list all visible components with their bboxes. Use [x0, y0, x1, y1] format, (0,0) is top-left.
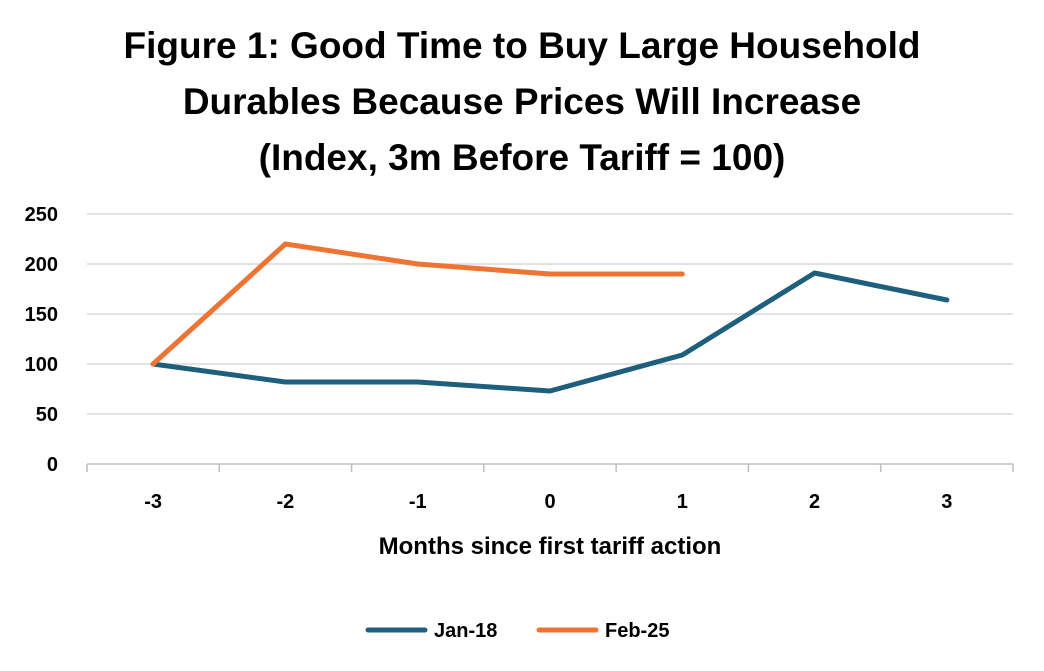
x-tick-label: -1 [409, 491, 427, 513]
x-tick-label: -2 [277, 491, 295, 513]
x-axis-label: Months since first tariff action [379, 533, 722, 560]
gridlines [87, 213, 1013, 415]
legend: Jan-18 Feb-25 [365, 620, 669, 642]
legend-label-jan-18: Jan-18 [434, 620, 497, 642]
x-tick-label: 1 [677, 491, 688, 513]
series-line-feb-25 [150, 241, 685, 367]
x-tick-label: 0 [544, 491, 555, 513]
y-tick-label: 250 [25, 204, 58, 226]
series-lines [150, 241, 950, 394]
y-tick-label: 150 [25, 304, 58, 326]
chart-title-line-3: (Index, 3m Before Tariff = 100) [258, 137, 786, 178]
chart-title: Figure 1: Good Time to Buy Large Househo… [0, 18, 1044, 186]
x-axis [86, 463, 1014, 472]
chart-title-line-1: Figure 1: Good Time to Buy Large Househo… [123, 25, 921, 66]
y-tick-label: 100 [25, 354, 58, 376]
y-axis-ticks: 0 50 100 150 200 250 [25, 204, 58, 476]
legend-label-feb-25: Feb-25 [605, 620, 669, 642]
y-tick-label: 0 [47, 454, 58, 476]
x-axis-ticks: -3 -2 -1 0 1 2 3 [144, 491, 952, 513]
series-line-jan-18 [150, 270, 950, 394]
x-tick-label: 2 [809, 491, 820, 513]
x-tick-label: -3 [144, 491, 162, 513]
y-tick-label: 50 [36, 404, 58, 426]
y-tick-label: 200 [25, 254, 58, 276]
x-tick-label: 3 [941, 491, 952, 513]
chart-title-line-2: Durables Because Prices Will Increase [182, 81, 862, 122]
